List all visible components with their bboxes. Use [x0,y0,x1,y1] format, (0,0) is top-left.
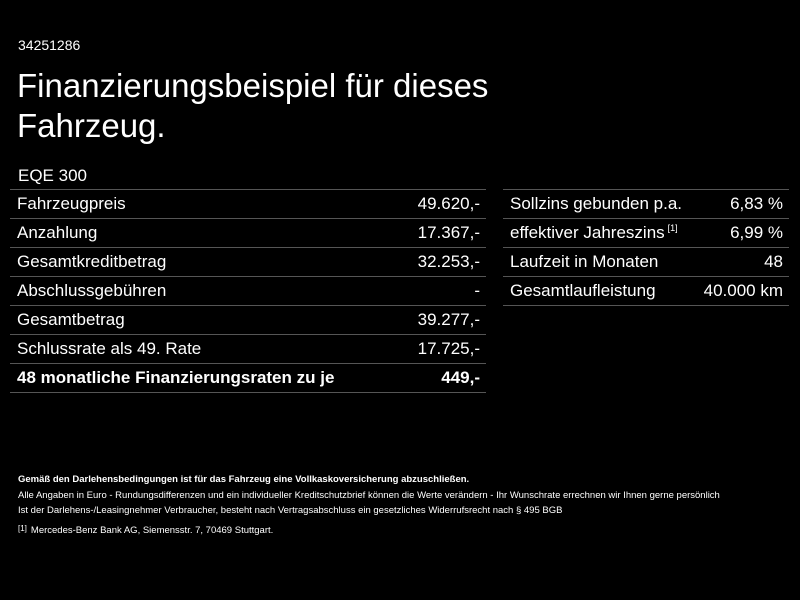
row-value: - [474,281,480,300]
row-label: Gesamtlaufleistung [510,281,656,301]
title: Finanzierungsbeispiel für dieses Fahrzeu… [17,66,488,146]
footer-note: Gemäß den Darlehensbedingungen ist für d… [18,474,470,485]
row-label: 48 monatliche Finanzierungsraten zu je [17,368,334,388]
table-row: Sollzins gebunden p.a. 6,83 % [503,189,789,218]
row-label: Anzahlung [17,223,97,243]
label-text: effektiver Jahreszins [510,223,665,242]
row-value: 6,83 % [730,194,783,213]
table-row: effektiver Jahreszins [1] 6,99 % [503,218,789,247]
row-value: 32.253,- [417,252,480,271]
label-text: Anzahlung [17,223,98,242]
footnote-ref: [1] [667,223,678,233]
footer-line: Ist der Darlehens-/Leasingnehmer Verbrau… [18,505,563,516]
label-text: Gesamtbetrag [17,310,125,329]
label-text: Fahrzeugpreis [17,194,126,213]
label-text: Gesamtlaufleistung [510,281,656,300]
row-label: Schlussrate als 49. Rate [17,339,201,359]
model: EQE 300 [18,166,87,185]
table-row: 48 monatliche Finanzierungsraten zu je 44… [10,363,486,393]
row-label: Gesamtbetrag [17,310,125,330]
table-row: Laufzeit in Monaten 48 [503,247,789,276]
label-text: Abschlussgebühren [17,281,167,300]
table-row: Anzahlung 17.367,- [10,218,486,247]
title-line: Finanzierungsbeispiel für dieses [17,67,489,104]
footnote-text: Mercedes-Benz Bank AG, Siemensstr. 7, 70… [30,525,274,536]
listing-id: 34251286 [18,37,81,53]
row-value: 39.277,- [417,310,480,329]
footnote-mark: [1] [18,524,27,533]
row-label: Gesamtkreditbetrag [17,252,166,272]
table-row: Gesamtlaufleistung 40.000 km [503,276,789,306]
row-value: 6,99 % [730,223,783,242]
title-line: Fahrzeug. [17,107,166,144]
row-value: 49.620,- [417,194,480,213]
table-row: Gesamtkreditbetrag 32.253,- [10,247,486,276]
row-label: Abschlussgebühren [17,281,166,301]
footnote: [1] Mercedes-Benz Bank AG, Siemensstr. 7,… [18,524,273,536]
label-text: Sollzins gebunden p.a. [510,194,683,213]
row-value: 48 [764,252,783,271]
label-text: Laufzeit in Monaten [510,252,659,271]
label-text: Schlussrate als 49. Rate [17,339,202,358]
row-label: effektiver Jahreszins [1] [510,223,678,243]
row-value: 17.725,- [417,339,480,358]
row-value: 40.000 km [703,281,783,300]
label-text: Gesamtkreditbetrag [17,252,167,271]
row-value: 449,- [441,368,480,387]
right-table: Sollzins gebunden p.a. 6,83 % effektiver J… [503,189,789,306]
table-row: Fahrzeugpreis 49.620,- [10,189,486,218]
table-row: Schlussrate als 49. Rate 17.725,- [10,334,486,363]
row-label: Fahrzeugpreis [17,194,126,214]
row-label: Sollzins gebunden p.a. [510,194,682,214]
row-value: 17.367,- [417,223,480,242]
table-row: Gesamtbetrag 39.277,- [10,305,486,334]
row-label: Laufzeit in Monaten [510,252,658,272]
footer-line: Alle Angaben in Euro - Rundungsdifferenz… [18,490,720,501]
left-table: Fahrzeugpreis 49.620,- Anzahlung 17.367,- Ge… [10,189,486,393]
label-text: 48 monatliche Finanzierungsraten zu je [17,368,335,387]
table-row: Abschlussgebühren - [10,276,486,305]
